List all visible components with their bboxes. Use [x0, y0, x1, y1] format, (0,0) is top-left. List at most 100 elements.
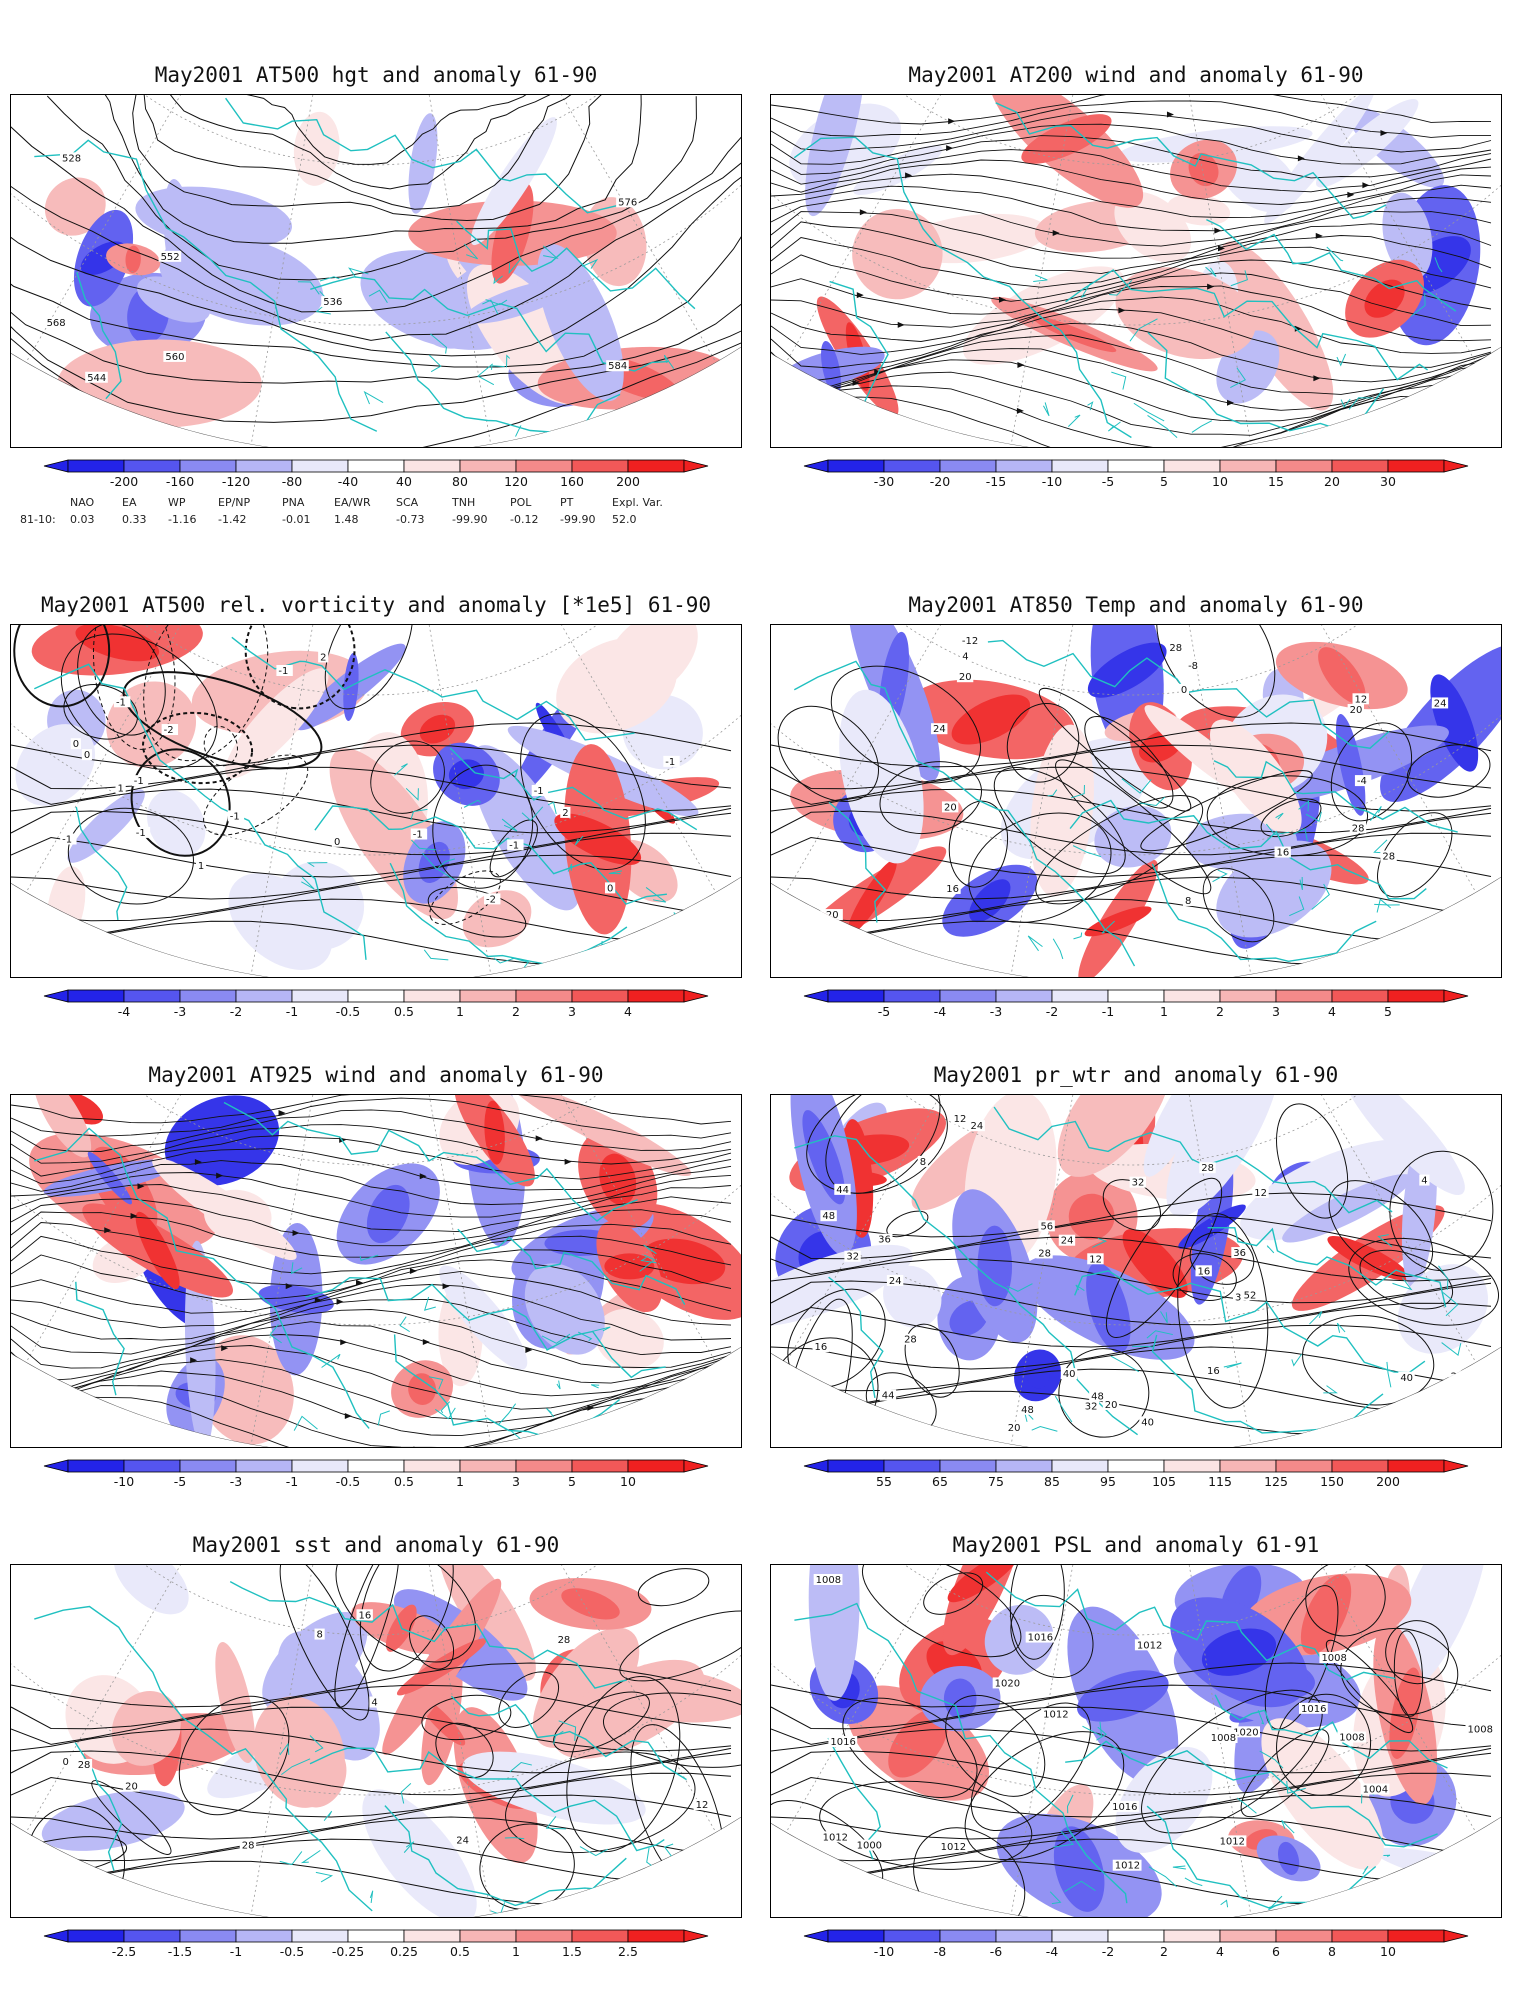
contour-label-bg [938, 1841, 968, 1853]
contour-label: 28 [1201, 1163, 1214, 1174]
country-border [1408, 1892, 1419, 1917]
index-value: -0.01 [282, 513, 311, 526]
country-border [1082, 1721, 1103, 1737]
colorbar-tick-label: 4 [1216, 1944, 1224, 1959]
contour [359, 1565, 454, 1672]
contour-label-bg [123, 1780, 140, 1792]
contour-label: 24 [1061, 1236, 1074, 1247]
country-border [1268, 1895, 1283, 1911]
anomaly-shading [554, 813, 642, 866]
country-border [1139, 796, 1166, 807]
country-border [1230, 367, 1246, 389]
contour-label: 24 [889, 1276, 902, 1287]
contour-label-bg [1347, 704, 1365, 716]
contour [842, 1697, 978, 1799]
colorbar-svg: -10 -5 -3 -1 -0.5 0.5 1 3 5 10 [43, 1459, 709, 1489]
contour [11, 132, 741, 423]
country-border [574, 835, 584, 846]
index-name: TNH [452, 496, 476, 509]
country-border [515, 425, 522, 437]
contour-label-bg [931, 723, 948, 735]
contour-lines [11, 1095, 732, 1447]
meridian-line [370, 1095, 492, 1445]
index-name: POL [510, 496, 532, 509]
anomaly-shading [44, 177, 106, 236]
index-value: 1.48 [334, 513, 359, 526]
contour-label: 44 [882, 1391, 895, 1402]
contour-label-bg [1380, 850, 1397, 862]
contour-label: 28 [558, 1635, 571, 1646]
coastline [225, 97, 632, 214]
coastline [34, 1127, 370, 1429]
contour-label-bg [605, 882, 616, 894]
colorbar-min-arrow [803, 989, 829, 1003]
contour [1359, 1249, 1454, 1310]
contour-label: 2 [562, 808, 568, 819]
stream-arrow [1207, 283, 1215, 290]
coastline [384, 1805, 627, 1907]
contour-label: 16 [358, 1610, 371, 1621]
contour [830, 665, 982, 784]
anomaly-shading [1341, 1095, 1465, 1196]
contour-label-bg [44, 316, 68, 328]
contour-label-bg [951, 1113, 969, 1125]
country-border [1075, 1284, 1085, 1292]
country-border [368, 289, 388, 304]
coastline [34, 1605, 373, 1912]
contour [279, 1565, 370, 1721]
anomaly-shading [1115, 267, 1256, 360]
colorbar-tick-label: 125 [1264, 1474, 1288, 1489]
colorbar-tick-label: -3 [990, 1004, 1002, 1019]
colorbar-tick-label: 2 [1160, 1944, 1168, 1959]
streamline [771, 285, 1492, 342]
country-border [463, 243, 478, 260]
contour-label: -1 [116, 697, 126, 708]
contour-label-bg [820, 1831, 850, 1843]
index-name: PNA [282, 496, 305, 509]
coastline [34, 663, 367, 960]
contour-label-bg [560, 806, 571, 818]
anomaly-shading [1277, 1841, 1300, 1875]
contour-label: 36 [1235, 1292, 1248, 1303]
country-border [1147, 415, 1178, 439]
colorbar-tick-label: 1 [456, 1004, 464, 1019]
contour-label-bg [81, 749, 93, 761]
colorbar-max-arrow [683, 989, 709, 1003]
contour-label: 1012 [1115, 1861, 1140, 1872]
contour [142, 711, 254, 785]
contour [1058, 1348, 1150, 1438]
colorbar-min-arrow [803, 1459, 829, 1473]
country-border [297, 281, 320, 295]
contour-label: -20 [822, 910, 838, 921]
contour-label-layer: 528 536 544 552 560 568 576 584 [44, 152, 639, 384]
meridian-line [250, 95, 372, 445]
streamline [771, 196, 1492, 247]
coastline [310, 276, 669, 372]
contour [1406, 744, 1491, 798]
contour-label: 32 [1132, 1178, 1145, 1189]
anomaly-shading [147, 790, 206, 857]
contour-label: 8 [317, 1630, 323, 1641]
contour [143, 625, 269, 762]
country-border [1072, 845, 1102, 858]
meridian-line [370, 625, 492, 975]
country-border [477, 363, 495, 386]
country-border [675, 415, 691, 430]
country-border [1442, 1292, 1459, 1317]
colorbar-tick-label: -0.5 [280, 1944, 304, 1959]
colorbar-swatch [235, 1459, 293, 1473]
anomaly-shading [1094, 805, 1172, 868]
colorbar-tick-label: -160 [166, 474, 194, 489]
coastline [76, 271, 122, 400]
country-border [1073, 932, 1083, 940]
contour-label-bg [944, 882, 961, 894]
contour [771, 1337, 879, 1447]
country-border [1087, 401, 1094, 411]
colorbar-swatch [627, 989, 685, 1003]
contour [771, 1816, 1492, 1862]
contour [602, 1692, 741, 1768]
colorbar-tick-label: 80 [452, 474, 468, 489]
streamline [771, 135, 1492, 179]
colorbar-tick-label: 105 [1152, 1474, 1176, 1489]
coastline [223, 1101, 638, 1222]
